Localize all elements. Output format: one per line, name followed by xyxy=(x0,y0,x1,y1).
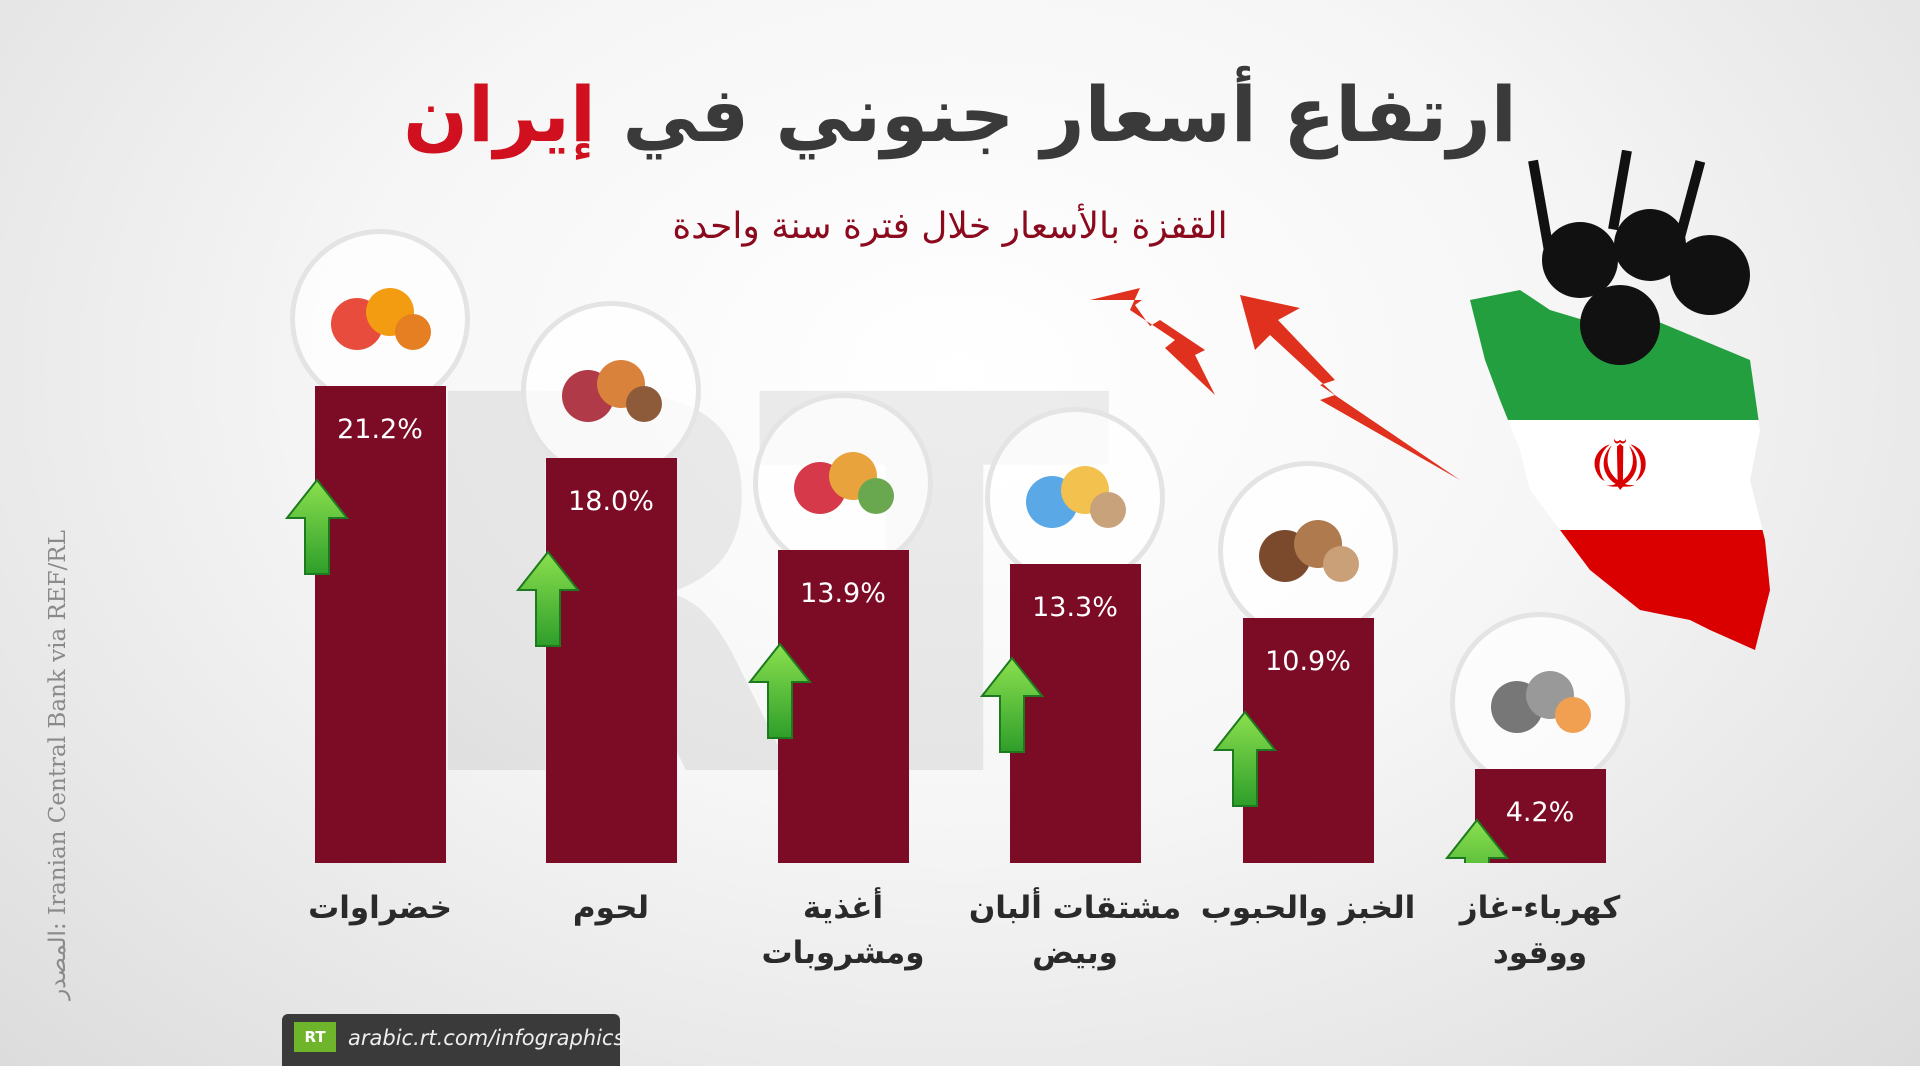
bar xyxy=(545,458,677,863)
up-arrow xyxy=(284,478,349,576)
subtitle: القفزة بالأسعار خلال فترة سنة واحدة xyxy=(672,206,1228,247)
icon-art xyxy=(562,360,662,422)
category-icon xyxy=(1218,460,1398,641)
up-arrow-shape xyxy=(979,656,1044,753)
up-arrow-shape xyxy=(1444,818,1509,863)
source: المصدر: Iranian Central Bank via REF/RL xyxy=(45,530,71,1000)
category-icon xyxy=(290,229,470,409)
up-arrow xyxy=(1444,818,1509,863)
up-arrow xyxy=(1212,710,1277,808)
iran-map: ☫ xyxy=(1470,150,1770,650)
watermark: RT xyxy=(400,287,1112,893)
value-label: 21.2% xyxy=(337,414,423,445)
logo: RT xyxy=(294,1022,336,1052)
title-text: ارتفاع أسعار جنوني في xyxy=(622,70,1517,159)
value-label: 4.2% xyxy=(1505,796,1575,828)
title: ارتفاع أسعار جنوني في إيران xyxy=(0,70,1920,159)
footer-url: arabic.rt.com/infographics xyxy=(348,1026,625,1050)
bar xyxy=(1009,563,1141,863)
svg-text:☫: ☫ xyxy=(1589,425,1652,507)
bar xyxy=(777,550,909,863)
icon-art xyxy=(1026,465,1126,528)
up-arrow-shape xyxy=(747,642,812,740)
icon-art xyxy=(794,452,894,515)
value-label: 10.9% xyxy=(1265,645,1351,677)
icon-art xyxy=(1491,670,1591,733)
category-icon xyxy=(753,393,933,574)
category-label: كهرباء-غاز ووقود xyxy=(1459,890,1621,971)
icon-art xyxy=(331,288,431,350)
title-highlight: إيران xyxy=(403,70,596,159)
up-arrow-shape xyxy=(1212,710,1277,807)
up-arrow-shape xyxy=(515,550,580,647)
category-label: خضراوات xyxy=(308,890,452,926)
bar xyxy=(314,386,446,863)
zigzag-arrows xyxy=(1090,288,1460,480)
value-label: 13.3% xyxy=(1032,591,1118,623)
up-arrow xyxy=(979,656,1044,754)
category-label: مشتقات ألبان وبيض xyxy=(968,890,1182,971)
category-label: الخبز والحبوب xyxy=(1200,890,1416,926)
category-label: لحوم xyxy=(572,890,650,926)
up-arrow-shape xyxy=(284,478,349,575)
category-icon xyxy=(521,301,701,481)
category-icon xyxy=(985,406,1165,587)
icon-art xyxy=(1259,519,1359,582)
category-icon xyxy=(1450,611,1630,792)
up-arrow xyxy=(515,550,580,648)
value-label: 18.0% xyxy=(568,486,654,517)
value-label: 13.9% xyxy=(800,578,886,610)
category-label: أغذية ومشروبات xyxy=(761,890,925,971)
footer: RT arabic.rt.com/infographics xyxy=(282,1014,624,1066)
up-arrow xyxy=(747,642,812,740)
